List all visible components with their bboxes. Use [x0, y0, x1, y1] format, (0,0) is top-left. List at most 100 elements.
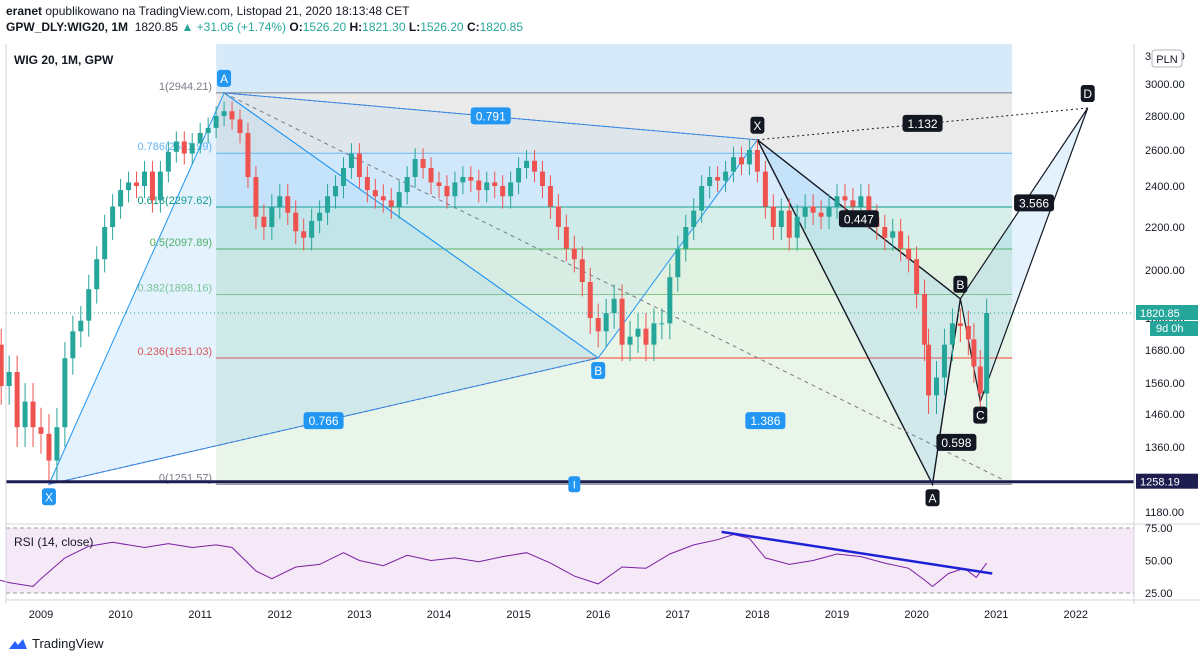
candle — [62, 358, 68, 428]
candle — [333, 186, 339, 197]
pattern-point-badge — [591, 361, 606, 379]
candle — [898, 231, 904, 249]
candle — [102, 227, 108, 260]
candle — [563, 227, 569, 249]
price-tick-label: 2400.00 — [1145, 181, 1185, 193]
candle — [818, 212, 824, 217]
candle — [348, 153, 354, 168]
candle — [317, 212, 323, 221]
candle — [595, 318, 601, 332]
candle — [86, 289, 92, 321]
price-tick-label: 1360.00 — [1145, 442, 1185, 454]
rsi-tick-label: 75.00 — [1145, 523, 1173, 535]
candle — [934, 377, 939, 396]
high-value: 1821.30 — [362, 20, 406, 34]
candle — [301, 231, 307, 238]
pattern-point-badge — [41, 488, 56, 506]
candle — [468, 177, 474, 181]
candle — [444, 186, 450, 197]
candle — [38, 427, 44, 434]
candle — [285, 196, 291, 213]
price-tick-label: 3000.00 — [1145, 79, 1185, 91]
publish-line: eranet opublikowano na TradingView.com, … — [6, 4, 409, 18]
footer-brand: TradingView — [32, 636, 104, 651]
candle — [197, 133, 203, 144]
publish-info: opublikowano na TradingView.com, Listopa… — [45, 4, 410, 18]
price-tick-label: 2600.00 — [1145, 145, 1185, 157]
candle — [269, 206, 275, 227]
currency-badge — [1151, 49, 1183, 68]
candle — [699, 186, 705, 211]
price-tick-label: 1180.00 — [1145, 507, 1184, 519]
candle — [882, 227, 888, 238]
level-label: 1258.19 — [1140, 477, 1180, 489]
candle — [78, 320, 84, 332]
candle — [643, 328, 649, 345]
candle — [949, 323, 955, 345]
candle — [603, 313, 609, 332]
candle — [356, 153, 362, 177]
pattern-point-label: C — [976, 409, 985, 423]
candle — [810, 206, 816, 213]
candle — [571, 248, 577, 260]
candle — [149, 171, 155, 201]
pattern-point-label: B — [956, 278, 964, 292]
candle — [261, 216, 267, 227]
candle — [866, 196, 872, 217]
ratio-badge — [745, 412, 786, 430]
candle — [388, 200, 394, 207]
price-tick-label: 2000.00 — [1145, 265, 1185, 277]
ratio-line — [48, 357, 599, 485]
candle — [802, 206, 808, 217]
candle — [508, 182, 514, 197]
ratio-badge — [470, 107, 511, 125]
fib-label: 0.236(1651.03) — [137, 346, 212, 358]
candle — [794, 216, 800, 238]
rsi-trendline — [721, 530, 993, 575]
candle — [492, 182, 498, 186]
pattern-point-badge — [1080, 85, 1095, 102]
candle — [984, 312, 990, 394]
candle — [118, 190, 124, 207]
rsi-tick-label: 50.00 — [1145, 556, 1173, 568]
candle — [126, 182, 132, 191]
pattern-point-label: X — [45, 490, 53, 504]
rsi-line — [0, 533, 988, 588]
candle — [539, 171, 545, 186]
low-value: 1526.20 — [420, 20, 464, 34]
countdown-label: 9d 0h — [1156, 323, 1184, 335]
price-tick-label: 2200.00 — [1145, 222, 1185, 234]
candle — [396, 192, 402, 207]
candle — [412, 159, 418, 177]
candle — [309, 220, 315, 238]
open-value: 1526.20 — [302, 20, 347, 34]
candle — [229, 111, 235, 120]
candle — [237, 119, 243, 133]
candle — [965, 326, 971, 340]
candle — [842, 196, 848, 201]
rsi-title: RSI (14, close) — [14, 535, 93, 549]
candle — [165, 151, 171, 172]
time-tick-label: 2014 — [427, 609, 451, 621]
time-tick-label: 2017 — [666, 609, 690, 621]
candle — [460, 177, 466, 183]
candle — [957, 323, 963, 326]
candle — [134, 182, 140, 186]
pattern-point-label: D — [1083, 87, 1092, 101]
candle — [786, 210, 792, 238]
ratio-label: 1.132 — [908, 117, 938, 131]
footer: TradingView — [8, 636, 104, 651]
price-axis — [1134, 44, 1200, 520]
ratio-line — [224, 92, 758, 141]
candle — [0, 344, 4, 387]
fib-zone-top — [216, 44, 1013, 93]
candle — [253, 177, 259, 217]
candle — [651, 323, 657, 345]
change: ▲ +31.06 (+1.74%) — [181, 20, 287, 34]
candle — [110, 206, 116, 227]
time-tick-label: 2021 — [984, 609, 1008, 621]
candle — [372, 190, 378, 197]
candle — [778, 210, 784, 227]
candle — [675, 248, 681, 278]
